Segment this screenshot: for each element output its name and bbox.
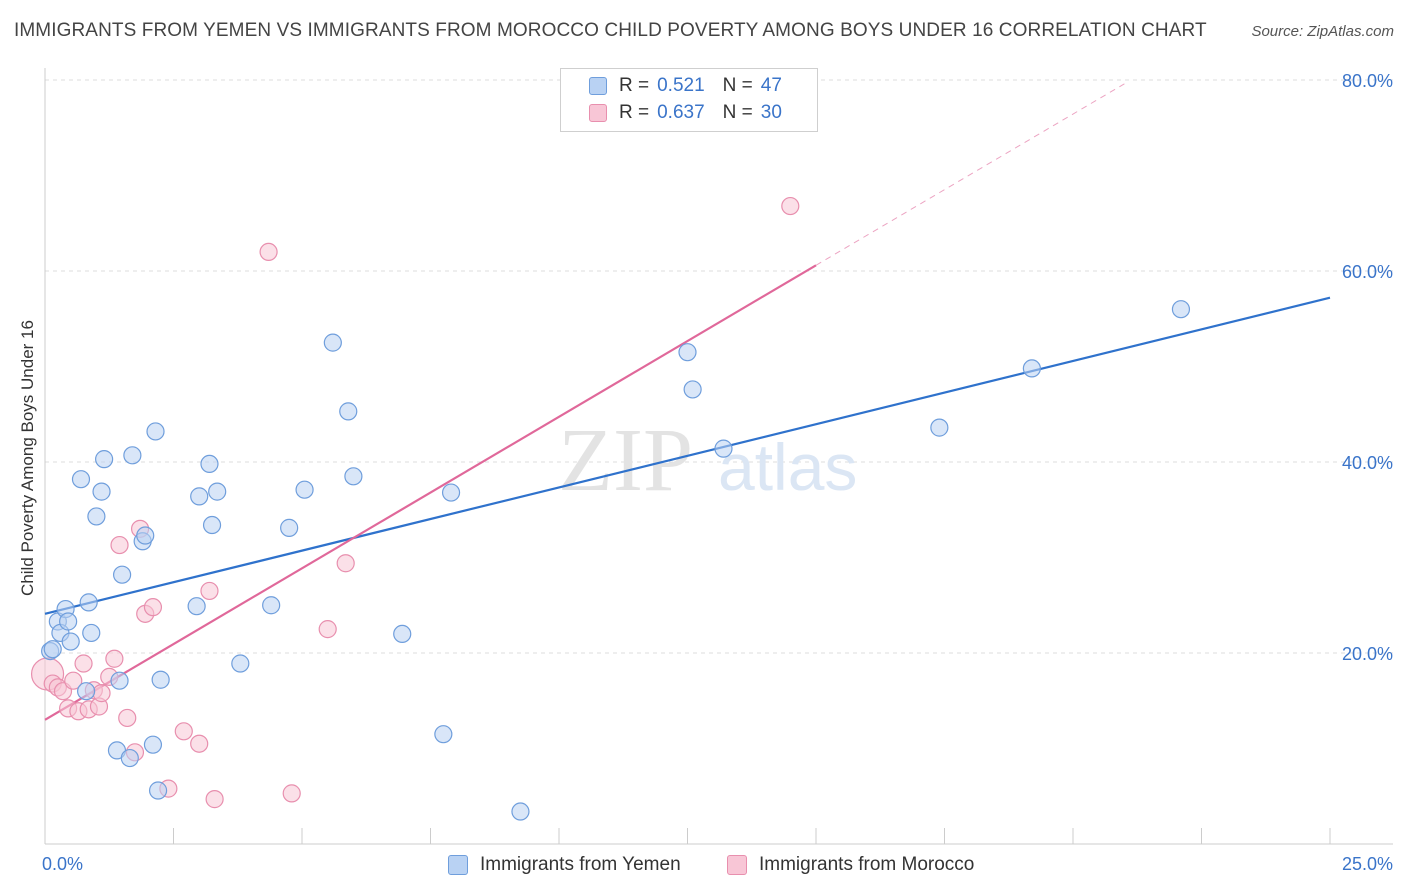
point-yemen [136,526,155,545]
gridlines [45,79,1393,654]
y-tick-label: 80.0% [1342,71,1393,91]
point-yemen [43,640,62,659]
point-morocco [64,671,83,690]
legend-r-label: R = [619,102,650,123]
chart-title: IMMIGRANTS FROM YEMEN VS IMMIGRANTS FROM… [14,20,1207,41]
trend-line-morocco-extension [815,83,1125,266]
point-yemen [200,454,219,474]
legend-r-value-morocco: 0.637 [657,102,705,123]
y-tick-label: 40.0% [1342,453,1393,473]
point-morocco [259,242,278,261]
point-yemen [143,735,163,754]
point-yemen [262,596,281,615]
bottom-legend-swatch-morocco [727,855,747,875]
point-yemen [1171,300,1191,319]
point-morocco [105,649,124,668]
legend-n-label: N = [722,75,753,96]
point-morocco [781,196,800,216]
x-tick-label: 25.0% [1342,854,1393,874]
point-yemen [95,450,114,469]
bottom-legend-yemen: Immigrants from Yemen [448,852,681,878]
point-yemen [146,422,165,441]
trend-line-morocco [44,264,817,721]
point-yemen [930,418,949,437]
y-tick-label: 20.0% [1342,644,1393,664]
point-morocco [205,790,224,809]
point-yemen [148,781,168,800]
point-yemen [61,632,80,651]
bottom-legend-morocco: Immigrants from Morocco [727,852,974,878]
bottom-legend-label-yemen: Immigrants from Yemen [480,854,681,875]
point-yemen [714,439,733,458]
point-morocco [336,554,355,573]
point-yemen [77,682,96,701]
point-morocco [110,535,129,555]
point-morocco [200,581,219,601]
point-yemen [82,623,101,643]
data-points [30,196,1191,821]
point-yemen [683,380,702,399]
point-yemen [92,482,111,501]
legend-row-yemen: R = 0.521 N = 47 [589,73,782,99]
legend-r-value-yemen: 0.521 [657,75,705,96]
point-yemen [110,671,129,690]
point-yemen [511,802,530,821]
x-tick-label: 0.0% [42,854,83,874]
trend-line-yemen [44,296,1331,615]
point-yemen [79,593,98,612]
legend-swatch-yemen [589,77,607,95]
point-yemen [434,725,453,744]
point-yemen [187,597,206,616]
point-yemen [87,507,106,526]
point-yemen [441,483,461,502]
bottom-legend-label-morocco: Immigrants from Morocco [759,854,975,875]
watermark: ZIP atlas [558,411,857,510]
point-yemen [190,487,209,506]
bottom-legend-swatch-yemen [448,855,468,875]
legend-n-value-yemen: 47 [760,75,782,96]
legend-swatch-morocco [589,104,607,122]
point-yemen [208,482,227,501]
watermark-atlas: atlas [718,430,857,504]
point-yemen [120,748,139,768]
point-morocco [282,784,301,803]
point-morocco [190,734,209,753]
legend-n-label: N = [722,102,753,123]
legend-r-label: R = [619,75,650,96]
point-morocco [318,620,337,639]
legend-row-morocco: R = 0.637 N = 30 [589,100,782,126]
point-yemen [295,480,314,499]
point-yemen [151,670,170,689]
point-yemen [344,467,363,486]
point-yemen [323,333,342,352]
point-yemen [202,515,222,535]
tick-labels: 20.0% 40.0% 60.0% 80.0% 0.0% 25.0% [42,71,1393,874]
point-morocco [118,708,137,728]
point-yemen [123,446,142,465]
point-yemen [393,624,412,644]
axes [44,68,1393,845]
point-yemen [1022,359,1041,378]
point-yemen [678,343,697,362]
point-morocco [174,722,193,741]
point-morocco [92,684,111,703]
trend-lines [44,83,1331,721]
point-morocco [143,598,163,617]
point-yemen [231,654,250,673]
source-credit: Source: ZipAtlas.com [1251,23,1394,40]
correlation-legend: R = 0.521 N = 47 R = 0.637 N = 30 [560,68,818,132]
point-yemen [59,612,78,631]
point-yemen [280,518,299,537]
point-yemen [112,565,132,584]
y-tick-label: 60.0% [1342,262,1393,282]
legend-n-value-morocco: 30 [760,102,782,123]
point-yemen [71,470,91,489]
point-yemen [339,402,358,421]
point-morocco [74,654,93,673]
